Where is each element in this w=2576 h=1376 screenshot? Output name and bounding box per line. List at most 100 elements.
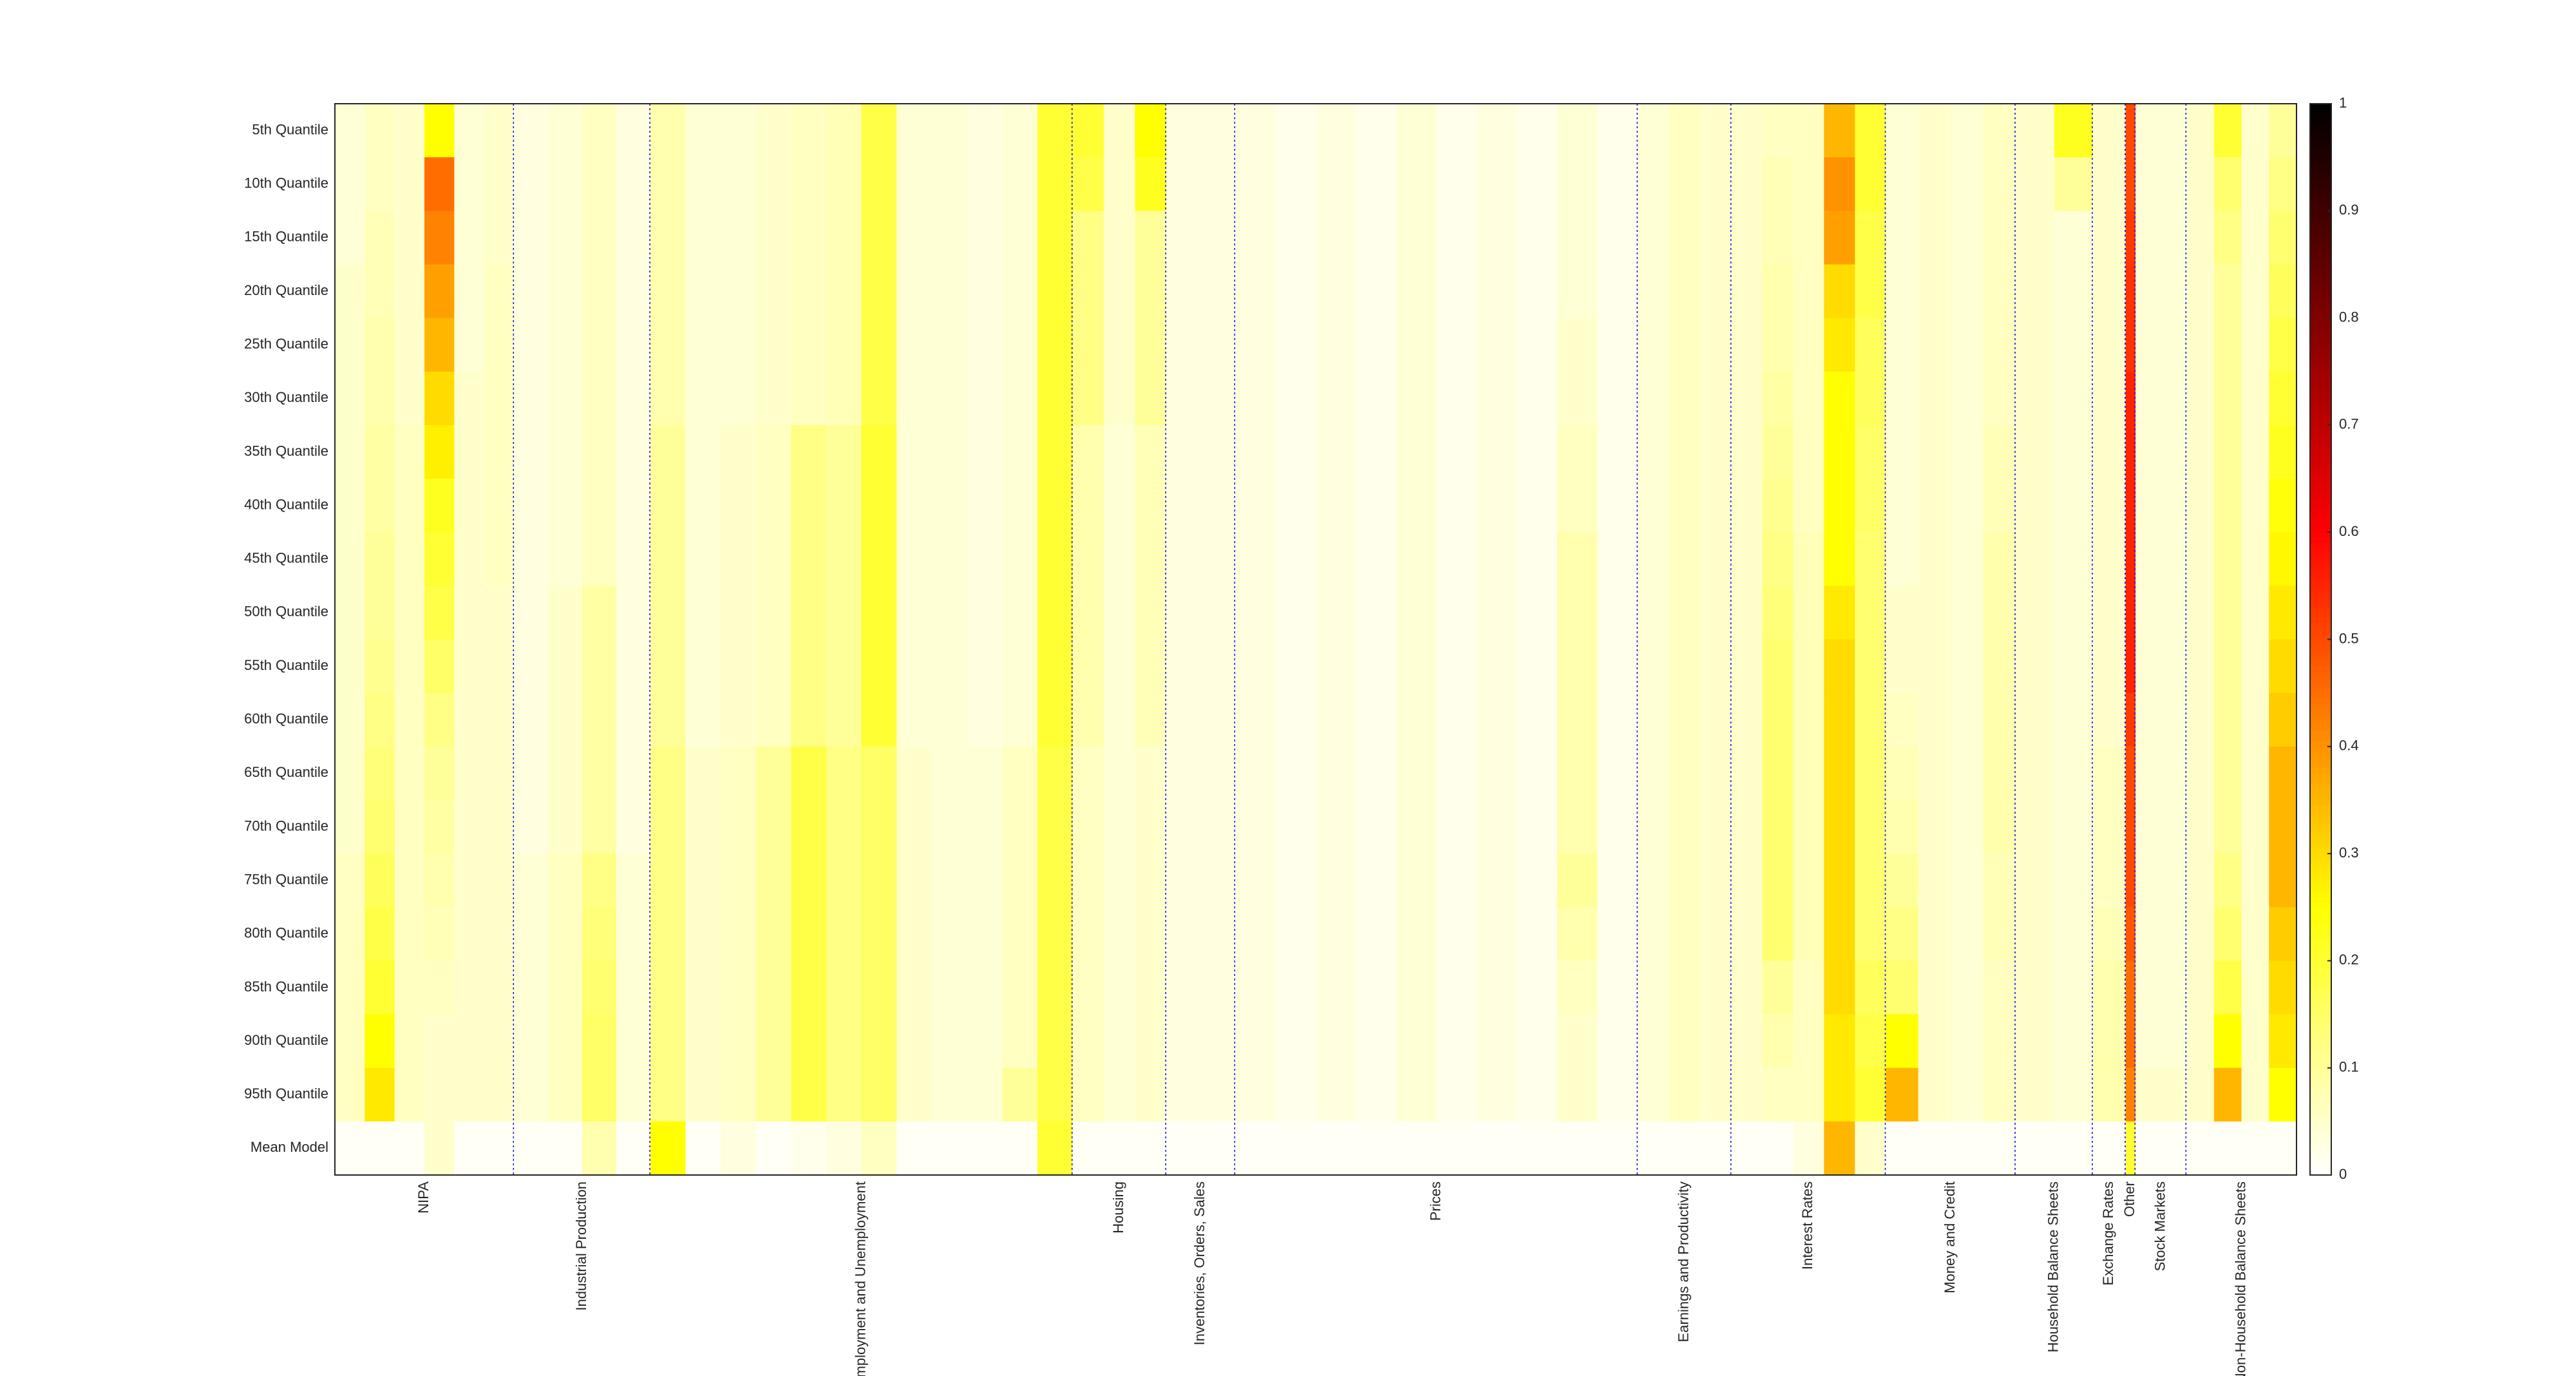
colorbar-step: [2310, 1078, 2331, 1085]
heatmap-cell: [2269, 532, 2297, 586]
heatmap-cell: [1200, 157, 1236, 211]
heatmap-cell: [2092, 586, 2126, 640]
heatmap-cell: [394, 371, 425, 426]
heatmap-cell: [1918, 854, 1951, 908]
heatmap-cell: [514, 854, 549, 908]
heatmap-cell: [791, 425, 827, 479]
heatmap-cell: [582, 532, 617, 586]
heatmap-cell: [1072, 639, 1104, 694]
heatmap-cell: [335, 532, 365, 586]
heatmap-cell: [1731, 211, 1763, 265]
heatmap-cell: [2015, 746, 2055, 801]
heatmap-cell: [2015, 639, 2055, 694]
heatmap-cell: [1275, 157, 1316, 211]
heatmap-cell: [2269, 854, 2297, 908]
heatmap-cell: [1793, 104, 1824, 158]
heatmap-cell: [1037, 104, 1074, 158]
heatmap-cell: [2186, 479, 2215, 533]
heatmap-cell: [514, 264, 549, 319]
heatmap-cell: [2015, 1067, 2055, 1122]
colorbar-step: [2310, 693, 2331, 699]
heatmap-cell: [1200, 586, 1236, 640]
heatmap-cell: [1396, 854, 1437, 908]
heatmap-cell: [424, 960, 455, 1015]
heatmap-cell: [2161, 746, 2187, 801]
heatmap-cell: [1275, 586, 1316, 640]
heatmap-cell: [1597, 264, 1638, 319]
heatmap-cell: [548, 479, 583, 533]
colorbar-step: [2310, 917, 2331, 924]
heatmap-cell: [335, 479, 365, 533]
colorbar-step: [2310, 146, 2331, 153]
heatmap-cell: [2015, 960, 2055, 1015]
heatmap-cell: [582, 1067, 617, 1122]
heatmap-cell: [1002, 907, 1038, 961]
heatmap-cell: [484, 960, 515, 1015]
heatmap-cell: [685, 799, 721, 854]
colorbar-step: [2310, 532, 2331, 539]
heatmap-cell: [1638, 746, 1670, 801]
heatmap-cell: [1135, 1014, 1167, 1069]
heatmap-cell: [548, 157, 583, 211]
colorbar-step: [2310, 1100, 2331, 1106]
colorbar-step: [2310, 312, 2331, 319]
heatmap-cell: [1436, 104, 1477, 158]
heatmap-cell: [1002, 318, 1038, 372]
heatmap-cell: [1557, 799, 1598, 854]
colorbar-tick-label: 0.1: [2339, 1059, 2359, 1075]
heatmap-cell: [1731, 746, 1763, 801]
heatmap-cell: [1886, 1014, 1919, 1069]
heatmap-cell: [1950, 1067, 1984, 1122]
heatmap-cell: [1477, 746, 1518, 801]
heatmap-cell: [548, 586, 583, 640]
heatmap-cell: [335, 104, 365, 158]
heatmap-cell: [454, 104, 485, 158]
heatmap-cell: [967, 425, 1003, 479]
heatmap-cell: [2269, 318, 2297, 372]
heatmap-cell: [931, 639, 968, 694]
heatmap-cell: [1275, 104, 1316, 158]
heatmap-cell: [454, 157, 485, 211]
heatmap-cell: [1597, 1014, 1638, 1069]
colorbar-step: [2310, 805, 2331, 812]
heatmap-cell: [1275, 693, 1316, 747]
heatmap-cell: [454, 425, 485, 479]
heatmap-cell: [1436, 1121, 1477, 1176]
row-label: 40th Quantile: [244, 496, 328, 512]
heatmap-cell: [1700, 907, 1732, 961]
heatmap-cell: [1597, 586, 1638, 640]
heatmap-cell: [2054, 1121, 2094, 1176]
heatmap-cell: [365, 693, 395, 747]
heatmap-cell: [1557, 1014, 1598, 1069]
colorbar-step: [2310, 382, 2331, 388]
heatmap-cell: [685, 425, 721, 479]
colorbar-step: [2310, 896, 2331, 903]
colorbar-step: [2310, 810, 2331, 817]
heatmap-cell: [1557, 907, 1598, 961]
heatmap-cell: [791, 211, 827, 265]
heatmap-cell: [1037, 960, 1074, 1015]
heatmap-cell: [1517, 586, 1558, 640]
heatmap-cell: [1477, 854, 1518, 908]
heatmap-cell: [1235, 1121, 1276, 1176]
colorbar-step: [2310, 666, 2331, 672]
heatmap-cell: [1275, 264, 1316, 319]
heatmap-cell: [1103, 104, 1135, 158]
heatmap-cell: [335, 318, 365, 372]
heatmap-cell: [967, 104, 1003, 158]
heatmap-cell: [1762, 318, 1794, 372]
heatmap-cell: [650, 586, 687, 640]
heatmap-cell: [424, 586, 455, 640]
heatmap-cell: [721, 157, 757, 211]
heatmap-cell: [2015, 1014, 2055, 1069]
heatmap-cell: [424, 746, 455, 801]
heatmap-cell: [394, 479, 425, 533]
heatmap-cell: [1731, 854, 1763, 908]
heatmap-cell: [2186, 104, 2215, 158]
heatmap-cell: [1396, 157, 1437, 211]
colorbar-step: [2310, 762, 2331, 769]
heatmap-cell: [454, 693, 485, 747]
colorbar-step: [2310, 173, 2331, 179]
heatmap-cell: [1275, 1067, 1316, 1122]
heatmap-cell: [2241, 479, 2269, 533]
